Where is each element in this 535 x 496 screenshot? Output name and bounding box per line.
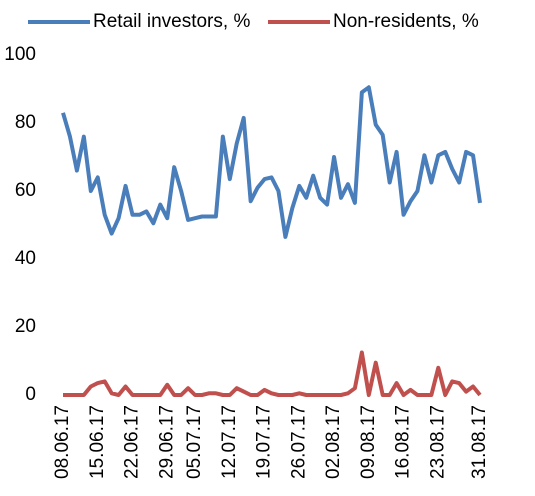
- x-tick-label: 19.07.17: [254, 405, 275, 479]
- x-tick-label: 02.08.17: [323, 405, 344, 479]
- x-tick-label: 12.07.17: [219, 405, 240, 479]
- legend-label: Non-residents, %: [333, 11, 479, 32]
- x-tick-label: 23.08.17: [427, 405, 448, 479]
- y-tick-label: 60: [15, 180, 36, 201]
- y-tick-label: 40: [15, 248, 36, 269]
- x-tick-label: 26.07.17: [288, 405, 309, 479]
- x-tick-label: 16.08.17: [393, 405, 414, 479]
- x-tick-label: 05.07.17: [184, 405, 205, 479]
- x-tick-label: 08.06.17: [52, 405, 73, 479]
- legend-label: Retail investors, %: [93, 11, 250, 32]
- series-line: [63, 350, 482, 397]
- x-tick-label: 29.06.17: [156, 405, 177, 479]
- x-tick-label: 31.08.17: [469, 405, 490, 479]
- y-tick-label: 80: [15, 112, 36, 133]
- x-tick-label: 22.06.17: [122, 405, 143, 479]
- x-tick-label: 15.06.17: [87, 405, 108, 479]
- y-tick-label: 0: [25, 384, 36, 405]
- y-tick-label: 100: [4, 44, 36, 65]
- y-tick-label: 20: [15, 316, 36, 337]
- series-line: [61, 85, 482, 239]
- x-tick-label: 09.08.17: [358, 405, 379, 479]
